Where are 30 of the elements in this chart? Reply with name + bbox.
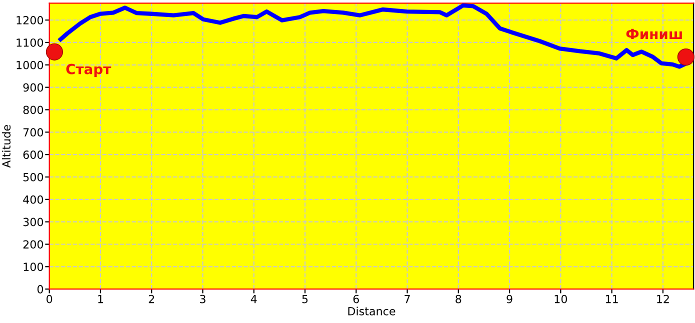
x-tick-label: 12	[657, 294, 669, 304]
y-tick-label: 600	[23, 150, 44, 159]
x-tick-label: 9	[506, 294, 512, 304]
y-tick-label: 0	[37, 285, 44, 294]
x-tick-label: 1	[98, 294, 103, 304]
x-tick-label: 2	[148, 294, 154, 304]
x-tick-label: 4	[250, 294, 257, 304]
x-tick-label: 7	[404, 294, 410, 304]
x-tick-label: 6	[353, 294, 359, 304]
y-tick-label: 1000	[16, 60, 44, 70]
y-tick-label: 1200	[16, 16, 44, 24]
y-tick-label: 300	[23, 218, 44, 226]
x-tick-label: 11	[606, 294, 618, 304]
y-axis-title: Altitude	[2, 125, 11, 168]
y-tick-label: 200	[23, 240, 44, 249]
x-tick-label: 3	[200, 294, 206, 304]
y-tick-label: 900	[23, 83, 44, 92]
y-tick-label: 400	[23, 195, 44, 204]
y-tick-label: 1100	[16, 38, 44, 47]
x-tick-label: 0	[46, 294, 52, 304]
y-tick-label: 800	[23, 106, 44, 114]
y-tick-label: 100	[24, 262, 44, 272]
x-axis-title: Distance	[348, 306, 396, 316]
x-tick-label: 10	[554, 294, 567, 304]
x-tick-label: 8	[456, 294, 462, 304]
annotation: Старт	[66, 64, 112, 77]
x-tick-label: 5	[302, 294, 308, 304]
y-tick-label: 500	[23, 172, 44, 182]
y-tick-label: 700	[23, 128, 44, 137]
annotation: Финиш	[626, 28, 682, 39]
